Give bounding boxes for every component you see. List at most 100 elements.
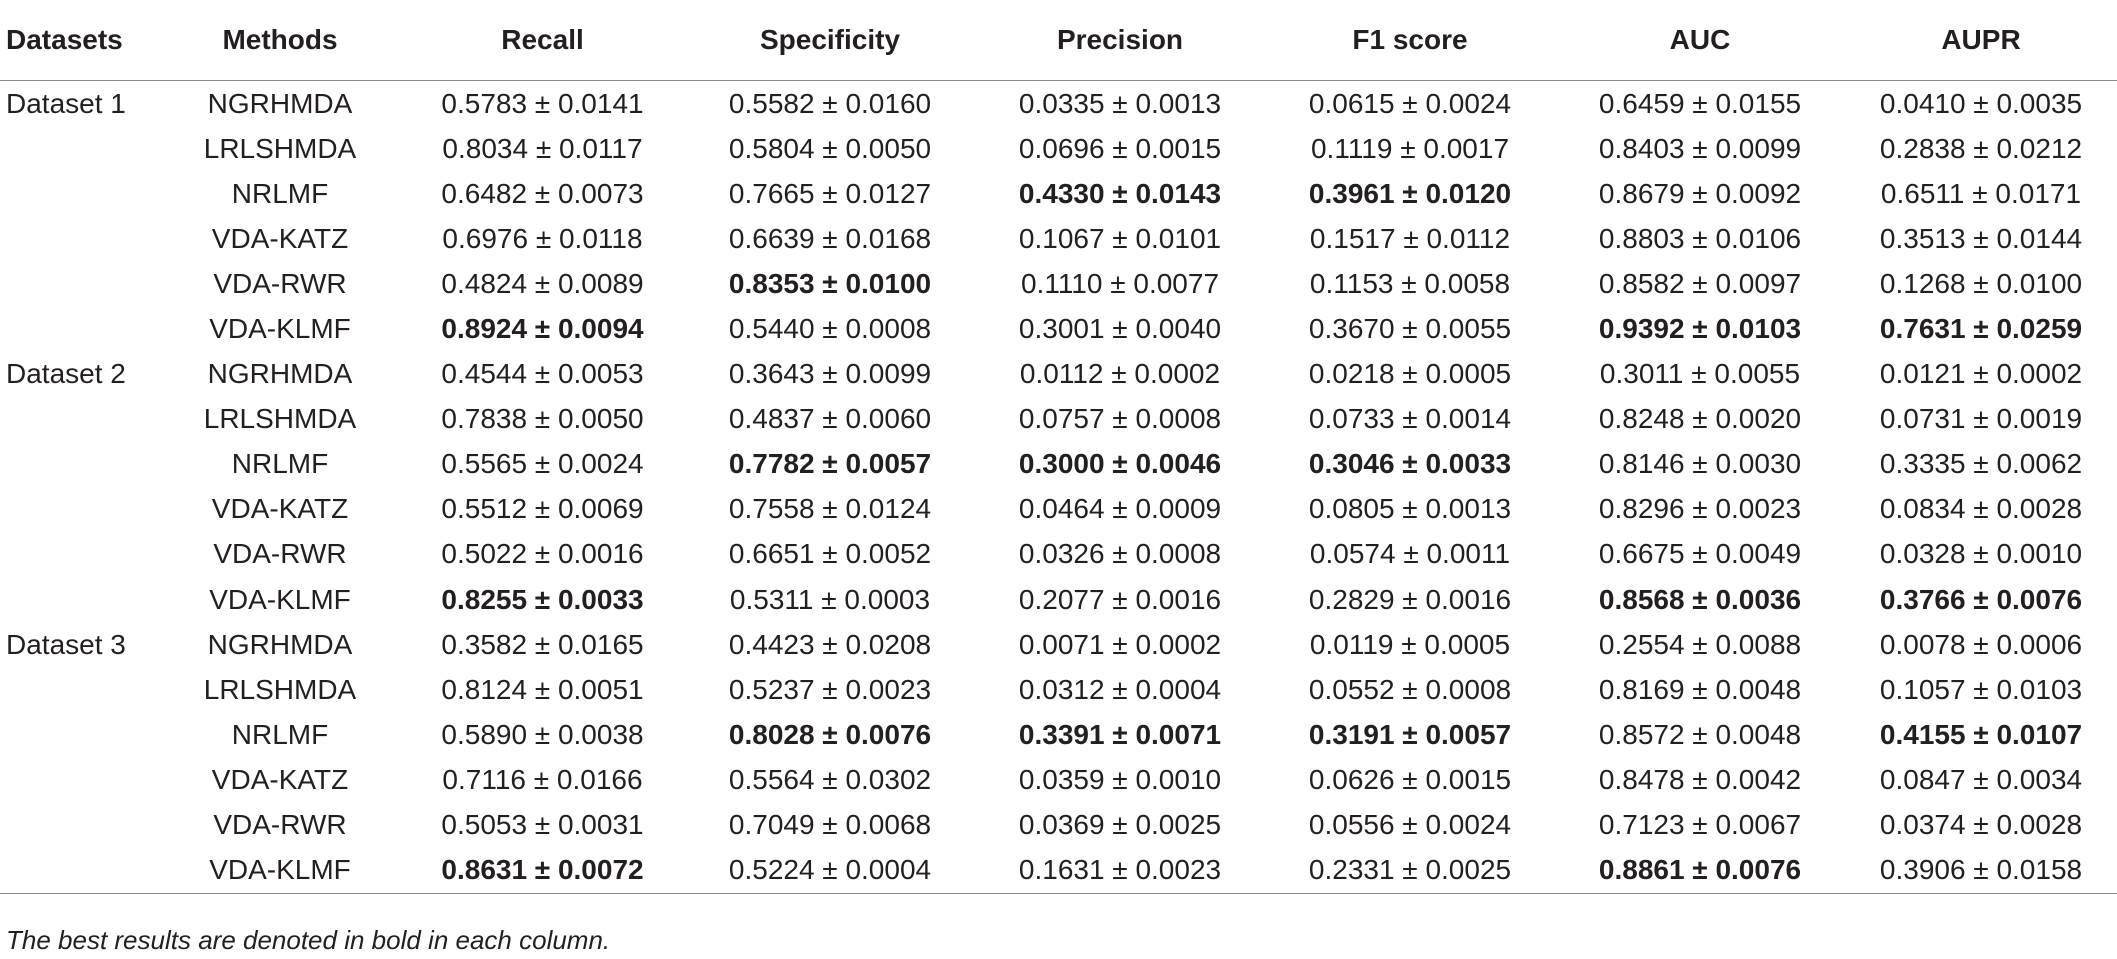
metric-cell: 0.5237 ± 0.0023 — [728, 673, 932, 705]
metric-cell: 0.0615 ± 0.0024 — [1308, 87, 1512, 119]
dataset-cell — [0, 126, 160, 171]
method-cell: VDA-KLMF — [160, 847, 400, 894]
metric-cell: 0.0121 ± 0.0002 — [1879, 358, 2083, 390]
metric-cell: 0.4330 ± 0.0143 — [1018, 177, 1222, 209]
method-cell: NGRHMDA — [207, 87, 353, 119]
metric-cell: 0.0312 ± 0.0004 — [1018, 673, 1222, 705]
metric-cell: 0.7665 ± 0.0127 — [728, 177, 932, 209]
method-cell: NGRHMDA — [207, 628, 353, 660]
metric-cell: 0.6675 ± 0.0049 — [1598, 538, 1802, 570]
table-row: VDA-KLMF 0.8924 ± 0.0094 0.5440 ± 0.0008 0.… — [0, 306, 2117, 351]
table-row: VDA-RWR 0.5053 ± 0.0031 0.7049 ± 0.0068 0.0… — [0, 803, 2117, 848]
table-row: Dataset 2 NGRHMDA 0.4544 ± 0.0053 0.3643 ± … — [0, 352, 2117, 397]
column-header-auc: AUC — [1555, 0, 1845, 81]
metric-cell: 0.7116 ± 0.0166 — [442, 763, 643, 795]
metric-cell: 0.7782 ± 0.0057 — [728, 448, 932, 480]
metric-cell: 0.2077 ± 0.0016 — [1018, 583, 1222, 615]
metric-cell: 0.3391 ± 0.0071 — [1018, 718, 1222, 750]
method-cell: LRLSHMDA — [203, 132, 357, 164]
metric-cell: 0.2829 ± 0.0016 — [1308, 583, 1512, 615]
dataset-cell — [0, 532, 160, 577]
metric-cell: 0.5783 ± 0.0141 — [441, 87, 644, 119]
metric-cell: 0.8679 ± 0.0092 — [1598, 177, 1802, 209]
dataset-cell — [0, 577, 160, 622]
table-row: NRLMF 0.5565 ± 0.0024 0.7782 ± 0.0057 0.300… — [0, 442, 2117, 487]
metric-cell: 0.2331 ± 0.0025 — [1265, 847, 1555, 894]
metric-cell: 0.0733 ± 0.0014 — [1308, 403, 1512, 435]
metric-cell: 0.1268 ± 0.0100 — [1879, 267, 2083, 299]
method-cell: VDA-KATZ — [211, 763, 349, 795]
metric-cell: 0.5582 ± 0.0160 — [728, 87, 932, 119]
metric-cell: 0.5890 ± 0.0038 — [441, 718, 644, 750]
metric-cell: 0.0335 ± 0.0013 — [1018, 87, 1222, 119]
method-cell: VDA-KATZ — [211, 222, 349, 254]
metric-cell: 0.0410 ± 0.0035 — [1879, 87, 2083, 119]
method-cell: NGRHMDA — [207, 358, 353, 390]
metric-cell: 0.0552 ± 0.0008 — [1308, 673, 1512, 705]
column-header-specificity: Specificity — [685, 0, 975, 81]
metric-cell: 0.3335 ± 0.0062 — [1879, 448, 2083, 480]
metric-cell: 0.4155 ± 0.0107 — [1879, 718, 2083, 750]
metric-cell: 0.0071 ± 0.0002 — [1018, 628, 1222, 660]
metric-cell: 0.8631 ± 0.0072 — [400, 847, 685, 894]
metric-cell: 0.0847 ± 0.0034 — [1879, 763, 2083, 795]
dataset-cell: Dataset 1 — [6, 87, 126, 119]
metric-cell: 0.5565 ± 0.0024 — [441, 448, 644, 480]
dataset-cell — [0, 442, 160, 487]
metric-cell: 0.6459 ± 0.0155 — [1598, 87, 1802, 119]
metric-cell: 0.7631 ± 0.0259 — [1879, 313, 2083, 345]
method-cell: NRLMF — [231, 177, 329, 209]
metric-cell: 0.5311 ± 0.0003 — [729, 583, 931, 615]
metric-cell: 0.8034 ± 0.0117 — [442, 132, 643, 164]
table-body: Dataset 1 NGRHMDA 0.5783 ± 0.0141 0.5582 ± … — [0, 81, 2117, 894]
method-cell: LRLSHMDA — [203, 673, 357, 705]
metric-cell: 0.8403 ± 0.0099 — [1598, 132, 1802, 164]
column-header-methods: Methods — [160, 0, 400, 81]
metric-cell: 0.7838 ± 0.0050 — [441, 403, 644, 435]
metric-cell: 0.0112 ± 0.0002 — [1019, 358, 1221, 390]
metric-cell: 0.1153 ± 0.0058 — [1309, 267, 1511, 299]
metric-cell: 0.0556 ± 0.0024 — [1308, 809, 1512, 841]
metric-cell: 0.2554 ± 0.0088 — [1598, 628, 1802, 660]
metric-cell: 0.0374 ± 0.0028 — [1879, 809, 2083, 841]
method-cell: VDA-KLMF — [209, 313, 351, 345]
table-row: VDA-RWR 0.5022 ± 0.0016 0.6651 ± 0.0052 0.0… — [0, 532, 2117, 577]
metric-cell: 0.1517 ± 0.0112 — [1309, 222, 1511, 254]
metric-cell: 0.0464 ± 0.0009 — [1018, 493, 1222, 525]
table-row: VDA-KLMF 0.8631 ± 0.0072 0.5224 ± 0.0004 0.… — [0, 847, 2117, 894]
metric-cell: 0.8353 ± 0.0100 — [728, 267, 932, 299]
metric-cell: 0.1631 ± 0.0023 — [975, 847, 1265, 894]
metric-cell: 0.0696 ± 0.0015 — [1018, 132, 1222, 164]
metric-cell: 0.0326 ± 0.0008 — [1018, 538, 1222, 570]
metric-cell: 0.8572 ± 0.0048 — [1598, 718, 1802, 750]
dataset-cell — [0, 171, 160, 216]
metric-cell: 0.8803 ± 0.0106 — [1598, 222, 1802, 254]
table-row: VDA-KLMF 0.8255 ± 0.0033 0.5311 ± 0.0003 0.… — [0, 577, 2117, 622]
metric-cell: 0.5440 ± 0.0008 — [728, 313, 932, 345]
metric-cell: 0.8582 ± 0.0097 — [1598, 267, 1802, 299]
table-row: VDA-KATZ 0.6976 ± 0.0118 0.6639 ± 0.0168 0.… — [0, 216, 2117, 261]
metric-cell: 0.8478 ± 0.0042 — [1598, 763, 1802, 795]
method-cell: VDA-RWR — [213, 809, 347, 841]
metric-cell: 0.1057 ± 0.0103 — [1879, 673, 2083, 705]
method-cell: VDA-KLMF — [209, 583, 351, 615]
metric-cell: 0.0119 ± 0.0005 — [1309, 628, 1511, 660]
metric-cell: 0.6651 ± 0.0052 — [728, 538, 932, 570]
metric-cell: 0.2838 ± 0.0212 — [1879, 132, 2083, 164]
column-header-datasets: Datasets — [0, 0, 160, 81]
metric-cell: 0.8248 ± 0.0020 — [1598, 403, 1802, 435]
metric-cell: 0.0805 ± 0.0013 — [1308, 493, 1512, 525]
metric-cell: 0.3961 ± 0.0120 — [1308, 177, 1512, 209]
metric-cell: 0.6511 ± 0.0171 — [1880, 177, 2082, 209]
dataset-cell — [0, 847, 160, 894]
table-row: VDA-KATZ 0.7116 ± 0.0166 0.5564 ± 0.0302 0.… — [0, 757, 2117, 802]
dataset-cell — [0, 397, 160, 442]
metric-cell: 0.4544 ± 0.0053 — [441, 358, 644, 390]
table-row: NRLMF 0.5890 ± 0.0038 0.8028 ± 0.0076 0.339… — [0, 712, 2117, 757]
metric-cell: 0.9392 ± 0.0103 — [1598, 313, 1802, 345]
method-cell: VDA-RWR — [213, 267, 347, 299]
metric-cell: 0.8255 ± 0.0033 — [441, 583, 644, 615]
metric-cell: 0.5224 ± 0.0004 — [685, 847, 975, 894]
metric-cell: 0.3513 ± 0.0144 — [1879, 222, 2083, 254]
